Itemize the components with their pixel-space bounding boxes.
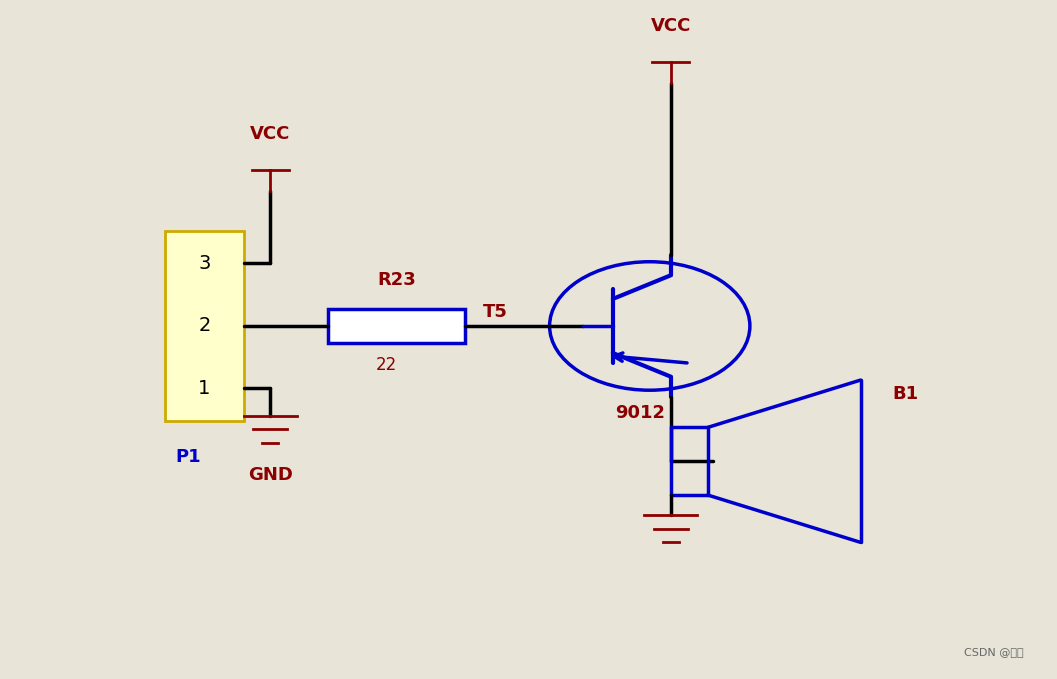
FancyBboxPatch shape xyxy=(165,232,244,421)
Text: T5: T5 xyxy=(483,304,507,321)
FancyBboxPatch shape xyxy=(328,309,465,343)
Text: B1: B1 xyxy=(892,384,919,403)
Text: 2: 2 xyxy=(198,316,210,335)
Text: GND: GND xyxy=(247,466,293,484)
Text: 3: 3 xyxy=(198,254,210,273)
Text: 1: 1 xyxy=(198,379,210,398)
Text: R23: R23 xyxy=(377,271,416,289)
Text: VCC: VCC xyxy=(651,17,691,35)
Text: P1: P1 xyxy=(175,447,201,466)
Text: VCC: VCC xyxy=(251,126,291,143)
Text: 22: 22 xyxy=(375,356,396,374)
Text: 9012: 9012 xyxy=(615,404,665,422)
Text: CSDN @折途: CSDN @折途 xyxy=(964,647,1024,657)
